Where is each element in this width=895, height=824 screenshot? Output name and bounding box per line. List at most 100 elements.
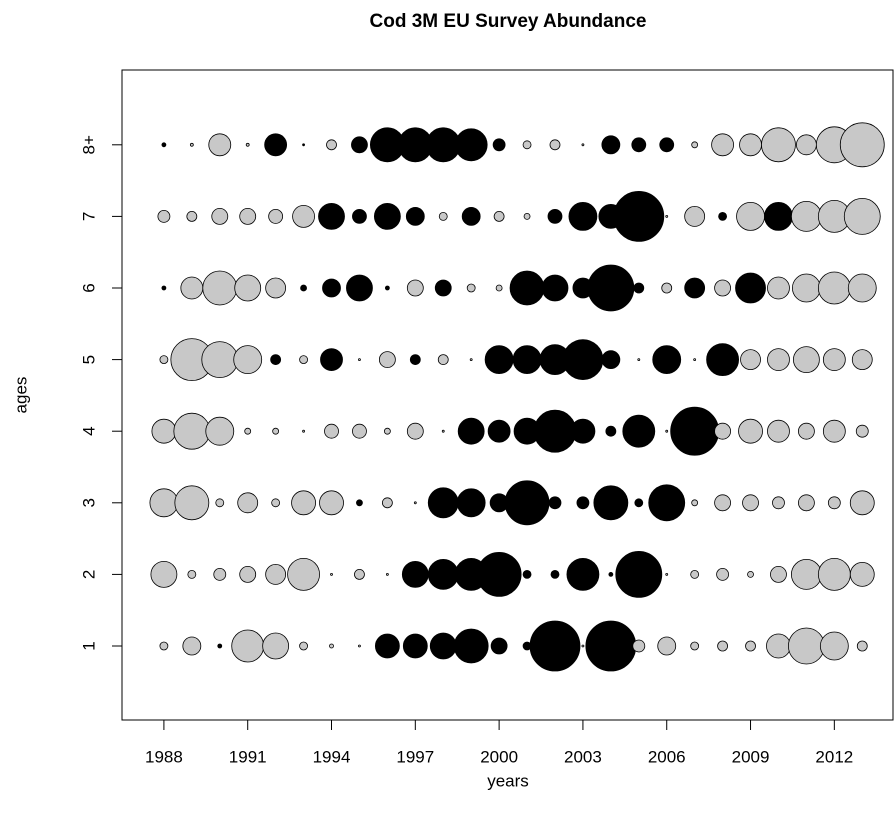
- bubble: [322, 278, 341, 298]
- bubble: [576, 496, 590, 510]
- plot-frame: [121, 69, 894, 721]
- bubble: [605, 425, 617, 437]
- bubble: [711, 133, 734, 157]
- bubble: [529, 620, 581, 672]
- bubble: [326, 139, 337, 151]
- x-tick-label: 2006: [648, 747, 686, 766]
- bubble: [466, 283, 476, 293]
- bubble: [427, 559, 459, 590]
- bubble: [413, 501, 417, 505]
- bubble: [740, 349, 761, 371]
- bubble: [691, 141, 699, 149]
- bubble: [383, 427, 391, 435]
- bubble: [429, 632, 457, 660]
- x-tick-label: 1988: [145, 747, 183, 766]
- bubble: [793, 346, 820, 374]
- bubble: [265, 277, 287, 299]
- bubble: [822, 348, 846, 372]
- bubble: [186, 210, 198, 222]
- bubble: [608, 572, 614, 577]
- bubble: [231, 629, 265, 663]
- bubble: [792, 273, 821, 303]
- bubble: [213, 568, 227, 581]
- bubble: [817, 558, 851, 591]
- bubble: [244, 427, 252, 435]
- bubble: [747, 571, 754, 578]
- bubble: [541, 274, 569, 302]
- bubble: [330, 573, 333, 576]
- bubble: [237, 492, 259, 514]
- bubble: [631, 137, 647, 153]
- y-tick-label: 4: [79, 426, 98, 435]
- bubble: [742, 494, 759, 512]
- bubble: [239, 207, 257, 225]
- bubble: [427, 487, 459, 519]
- bubble: [245, 142, 250, 147]
- bubble: [665, 573, 669, 576]
- bubble: [373, 202, 401, 230]
- bubble: [849, 562, 875, 587]
- bubble: [634, 498, 644, 508]
- bubble: [549, 139, 561, 151]
- bubble: [159, 355, 169, 365]
- bubble: [791, 559, 822, 590]
- bubble: [211, 207, 229, 225]
- bubble: [264, 133, 288, 157]
- bubble: [352, 423, 367, 439]
- bubble: [270, 354, 282, 366]
- bubble: [613, 190, 665, 242]
- bubble: [533, 409, 577, 453]
- bubble: [761, 127, 796, 163]
- bubble: [665, 214, 669, 218]
- bubble: [714, 279, 731, 297]
- bubble: [632, 639, 646, 653]
- bubble: [767, 348, 790, 372]
- x-tick-label: 2003: [564, 747, 602, 766]
- bubble: [791, 200, 822, 232]
- bubble: [201, 341, 239, 379]
- x-tick-label: 2000: [480, 747, 518, 766]
- bubble: [714, 494, 731, 512]
- bubble: [739, 133, 762, 157]
- bubble: [839, 122, 885, 168]
- bubble: [568, 201, 598, 231]
- bubble: [239, 566, 257, 583]
- bubble: [469, 358, 473, 362]
- bubble: [547, 208, 563, 224]
- bubble: [358, 358, 361, 362]
- bubble: [570, 418, 596, 444]
- bubble: [581, 143, 585, 147]
- bubble: [585, 620, 637, 672]
- bubble: [476, 552, 522, 597]
- bubble: [670, 406, 720, 456]
- bubble: [633, 282, 645, 294]
- bubble: [856, 640, 868, 652]
- x-tick-label: 1991: [229, 747, 267, 766]
- bubble: [522, 570, 532, 579]
- bubble: [665, 429, 669, 433]
- bubble: [182, 636, 202, 656]
- bubble: [150, 561, 178, 588]
- bubble: [767, 276, 790, 300]
- bubble: [329, 643, 334, 649]
- y-tick-label: 3: [79, 498, 98, 507]
- bubble: [161, 285, 167, 291]
- bubble: [764, 201, 793, 231]
- y-tick-label: 6: [79, 283, 98, 292]
- bubble: [504, 480, 550, 526]
- bubble: [851, 349, 873, 371]
- bubble: [356, 499, 363, 507]
- y-tick-label: 8+: [79, 135, 98, 154]
- bubble: [615, 551, 663, 598]
- bubble: [492, 138, 506, 152]
- bubble: [189, 142, 194, 147]
- bubble: [174, 485, 210, 521]
- bubble: [766, 633, 791, 659]
- y-tick-label: 1: [79, 641, 98, 650]
- bubble: [149, 488, 179, 518]
- bubble: [299, 641, 308, 651]
- y-tick-label: 7: [79, 212, 98, 221]
- bubble: [324, 423, 339, 439]
- bubble: [788, 627, 825, 665]
